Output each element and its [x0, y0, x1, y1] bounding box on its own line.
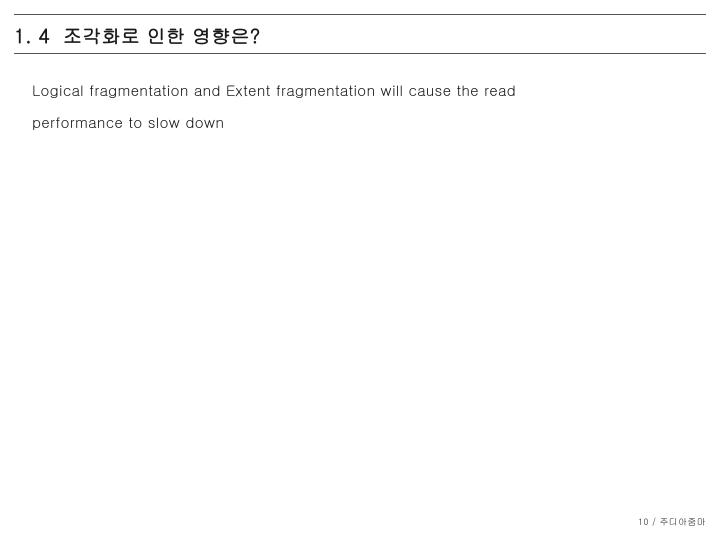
page-number: 10 [638, 515, 649, 528]
body-line-2: performance to slow down [32, 107, 680, 139]
footer-separator: / [649, 515, 660, 528]
slide-container: 1. 4 조각화로 인한 영향은? Logical fragmentation … [0, 0, 720, 540]
heading-row: 1. 4 조각화로 인한 영향은? [14, 22, 706, 49]
top-divider [14, 14, 706, 15]
footer: 10 / 주디아줌마 [638, 515, 706, 528]
body-text: Logical fragmentation and Extent fragmen… [32, 75, 680, 138]
section-number: 1. 4 [14, 22, 50, 49]
heading-underline [14, 53, 706, 54]
page-title: 1. 4 조각화로 인한 영향은? [14, 22, 706, 49]
footer-author: 주디아줌마 [660, 515, 707, 528]
body-line-1: Logical fragmentation and Extent fragmen… [32, 75, 680, 107]
section-title-text: 조각화로 인한 영향은? [63, 22, 261, 49]
